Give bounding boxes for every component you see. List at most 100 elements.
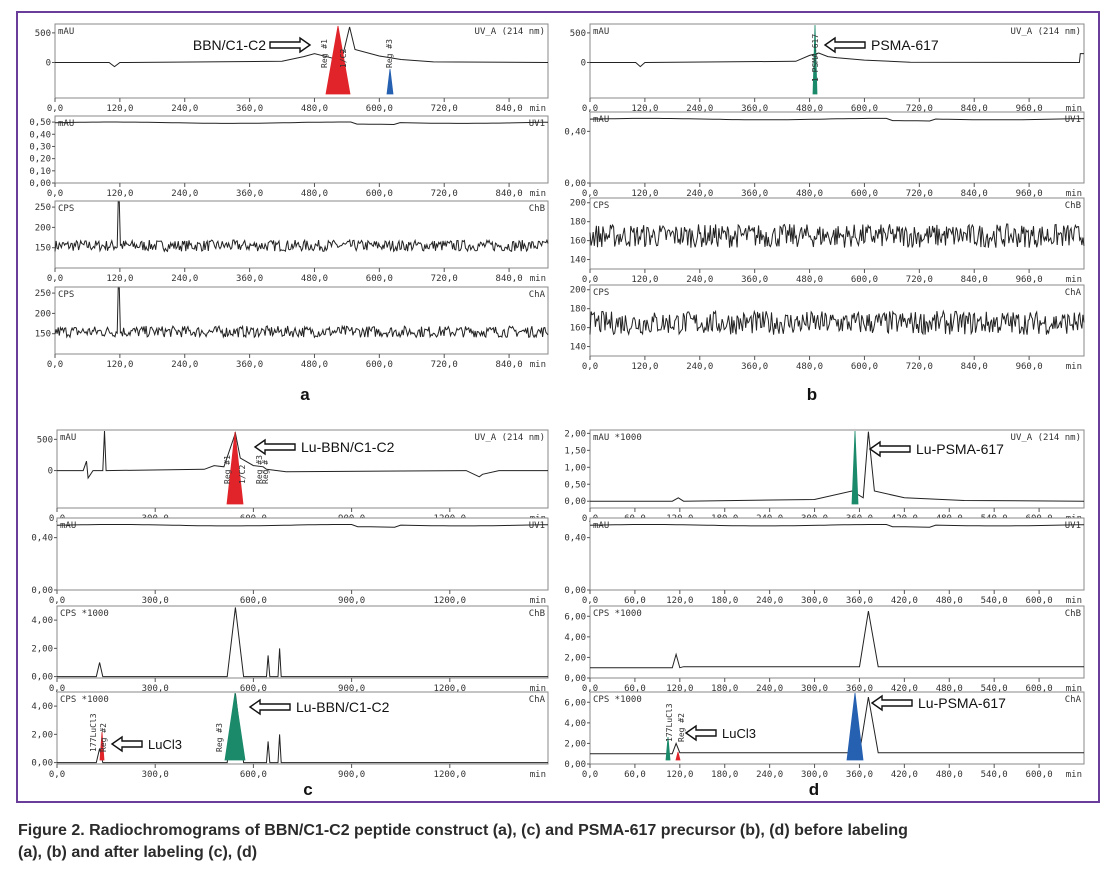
channel-label: ChA [529, 695, 546, 705]
peak-lubbn-red [226, 431, 244, 505]
y-tick-label: 0,00 [31, 586, 53, 596]
x-tick-label: 480,0 [301, 274, 328, 284]
x-tick-label: 240,0 [686, 189, 713, 199]
x-tick-label: 480,0 [936, 770, 963, 780]
peak-lupsma-green [851, 430, 859, 505]
x-tick-label: 600,0 [366, 189, 393, 199]
annotation-lupsma-cha: Lu-PSMA-617 [870, 694, 1006, 712]
x-tick-label: 300,0 [801, 770, 828, 780]
x-unit-label: min [530, 274, 546, 284]
y-tick-label: 2,00 [31, 730, 53, 740]
x-tick-label: 60,0 [624, 596, 646, 606]
y-unit-label: mAU [58, 27, 74, 37]
y-tick-label: 500 [37, 435, 53, 445]
y-tick-label: 4,00 [31, 702, 53, 712]
region-label: 1 PSMA-617 [811, 34, 820, 82]
y-tick-label: 1,00 [564, 463, 586, 473]
channel-label: ChA [1065, 695, 1082, 705]
y-tick-label: 200 [35, 309, 51, 319]
figure-frame [16, 11, 1100, 803]
x-tick-label: 840,0 [961, 275, 988, 285]
annotation-psma: PSMA-617 [823, 36, 939, 54]
x-tick-label: 720,0 [431, 274, 458, 284]
series-line [589, 223, 1085, 248]
arrow-icon [110, 735, 143, 753]
series-line [56, 524, 549, 528]
channel-label: UV_A (214 nm) [475, 27, 545, 37]
region-label: Reg #3 [255, 455, 264, 484]
x-tick-label: 240,0 [756, 596, 783, 606]
x-tick-label: 180,0 [711, 770, 738, 780]
x-tick-label: 0,0 [582, 770, 598, 780]
y-tick-label: 160 [570, 324, 586, 334]
annotation-lubbn-uv: Lu-BBN/C1-C2 [253, 438, 395, 456]
y-tick-label: 250 [35, 203, 51, 213]
channel-label: ChA [529, 290, 546, 300]
y-tick-label: 0,40 [29, 130, 51, 140]
x-tick-label: 840,0 [961, 189, 988, 199]
annotation-label: Lu-BBN/C1-C2 [296, 699, 390, 715]
x-tick-label: 480,0 [796, 362, 823, 372]
x-tick-label: 0,0 [582, 596, 598, 606]
subplot-b-3: CPS ChB 200 180 160 140 0,0 120,0 240,0 360,0 480,… [570, 197, 1085, 285]
x-tick-label: 600,0 [240, 770, 267, 780]
subplot-a-3: CPS ChB 250 200 150 0,0 120,0 240,0 360,0 480,0 60… [35, 200, 549, 284]
subplot-b-4: CPS ChA 200 180 160 140 0,0 120,0 240,0 360,0 480,… [570, 284, 1085, 372]
x-tick-label: 480,0 [936, 596, 963, 606]
peak-reg2-red [675, 751, 681, 761]
x-tick-label: 120,0 [106, 104, 133, 114]
series-line [54, 121, 549, 126]
region-label: Reg #1 [320, 39, 329, 68]
y-unit-label: mAU [60, 433, 76, 443]
y-tick-label: 2,00 [564, 429, 586, 439]
y-unit-label: CPS *1000 [593, 609, 642, 619]
x-unit-label: min [1066, 104, 1082, 114]
peak-lubbn-green [224, 692, 246, 761]
x-tick-label: 480,0 [301, 104, 328, 114]
y-tick-label: 6,00 [564, 698, 586, 708]
x-tick-label: 60,0 [624, 684, 646, 694]
x-tick-label: 120,0 [631, 362, 658, 372]
x-tick-label: 480,0 [301, 360, 328, 370]
panel-a: mAU UV_A (214 nm) 500 0 0,0 120,0 240,0 360,0 48… [29, 23, 549, 370]
y-tick-label: 500 [35, 29, 51, 39]
region-label: Reg #3 [215, 723, 224, 752]
plot-area [589, 23, 1085, 99]
x-tick-label: 480,0 [796, 275, 823, 285]
channel-label: ChB [529, 204, 545, 214]
panel-c: mAU UV_A (214 nm) 500 0 0,0 300,0 600,0 900,0 12… [31, 429, 549, 780]
x-tick-label: 900,0 [338, 684, 365, 694]
x-unit-label: min [1066, 770, 1082, 780]
x-tick-label: 960,0 [1016, 104, 1043, 114]
x-tick-label: 240,0 [686, 104, 713, 114]
x-tick-label: 240,0 [756, 770, 783, 780]
x-tick-label: 180,0 [711, 684, 738, 694]
x-tick-label: 600,0 [851, 189, 878, 199]
x-unit-label: min [530, 104, 546, 114]
x-tick-label: 300,0 [142, 684, 169, 694]
y-tick-label: 4,00 [31, 616, 53, 626]
x-unit-label: min [530, 770, 546, 780]
series-line [589, 524, 1085, 528]
x-tick-label: 360,0 [741, 189, 768, 199]
y-tick-label: 200 [35, 223, 51, 233]
x-unit-label: min [530, 360, 546, 370]
region-label: 177LuCl3 [665, 703, 674, 742]
x-tick-label: 0,0 [49, 596, 65, 606]
x-tick-label: 600,0 [851, 362, 878, 372]
y-tick-label: 0,00 [564, 179, 586, 189]
x-tick-label: 480,0 [936, 684, 963, 694]
x-tick-label: 0,0 [47, 104, 63, 114]
series-line [57, 693, 548, 764]
y-tick-label: 200 [570, 286, 586, 296]
x-tick-label: 360,0 [741, 275, 768, 285]
channel-label: UV1 [1065, 521, 1081, 531]
x-tick-label: 360,0 [741, 104, 768, 114]
x-tick-label: 360,0 [846, 684, 873, 694]
x-unit-label: min [1066, 275, 1082, 285]
annotation-label: Lu-BBN/C1-C2 [301, 439, 395, 455]
subplot-b-2: mAU UV1 0,40 0,000,0 120,0 240,0 360,0 480,0 600… [564, 111, 1085, 199]
subplot-a-2: mAU UV1 0,50 0,40 0,30 0,20 0,10 0,000,0 120,0 24… [29, 115, 549, 199]
x-tick-label: 1200,0 [434, 770, 467, 780]
